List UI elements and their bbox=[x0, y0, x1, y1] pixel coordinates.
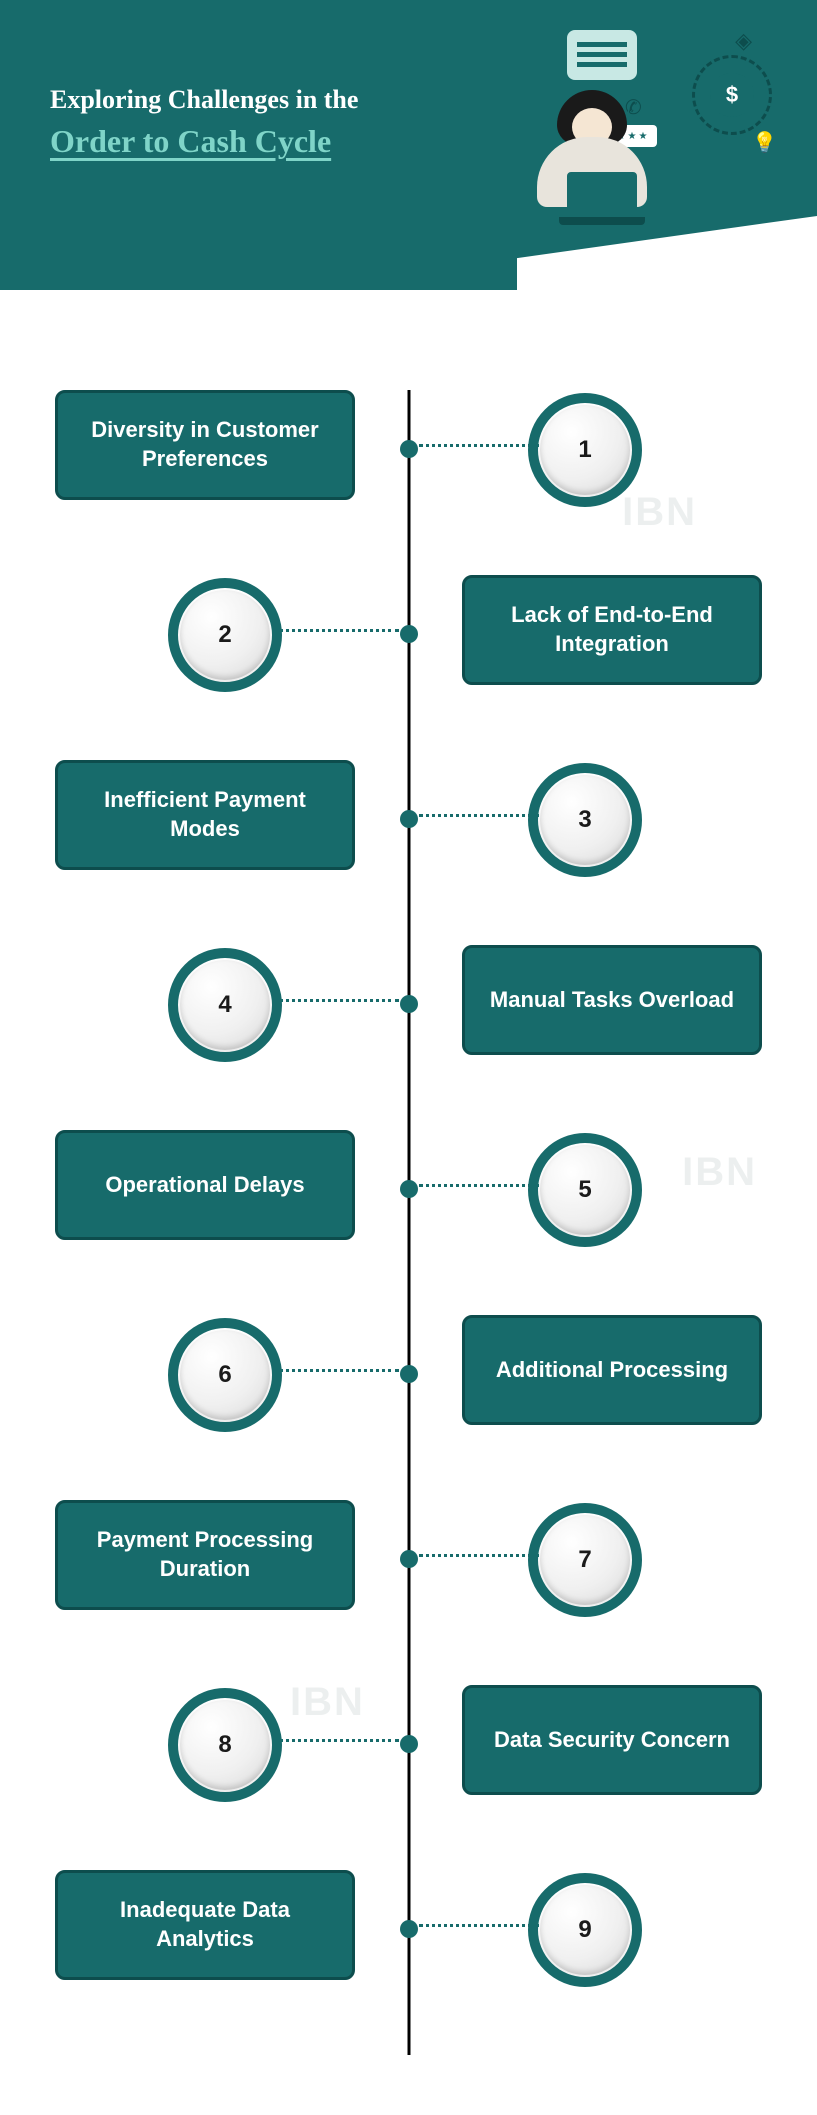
timeline-dot bbox=[400, 810, 418, 828]
challenge-label: Payment Processing Duration bbox=[78, 1526, 332, 1583]
challenge-label: Inadequate Data Analytics bbox=[78, 1896, 332, 1953]
challenge-card: Diversity in Customer Preferences bbox=[55, 390, 355, 500]
timeline-connector bbox=[419, 1554, 539, 1557]
challenge-label: Additional Processing bbox=[496, 1356, 728, 1385]
timeline-row: Diversity in Customer Preferences 1 bbox=[0, 390, 817, 550]
challenge-label: Diversity in Customer Preferences bbox=[78, 416, 332, 473]
number-circle: 4 bbox=[180, 960, 270, 1050]
timeline-connector bbox=[279, 629, 399, 632]
timeline-container: IBN IBN IBN Diversity in Customer Prefer… bbox=[0, 290, 817, 2115]
header-text-block: Exploring Challenges in the Order to Cas… bbox=[50, 85, 358, 160]
timeline-connector bbox=[419, 444, 539, 447]
timeline-row: Payment Processing Duration 7 bbox=[0, 1500, 817, 1660]
number-value: 1 bbox=[578, 436, 591, 464]
timeline-dot bbox=[400, 1365, 418, 1383]
number-circle: 3 bbox=[540, 775, 630, 865]
number-circle: 6 bbox=[180, 1330, 270, 1420]
challenge-card: Inadequate Data Analytics bbox=[55, 1870, 355, 1980]
timeline-dot bbox=[400, 995, 418, 1013]
person-illustration bbox=[557, 90, 647, 207]
timeline-connector bbox=[419, 1184, 539, 1187]
chat-bubble-icon bbox=[567, 30, 637, 80]
challenge-card: Operational Delays bbox=[55, 1130, 355, 1240]
cube-icon: ◈ bbox=[735, 28, 752, 54]
challenge-label: Manual Tasks Overload bbox=[490, 986, 734, 1015]
timeline-connector bbox=[279, 1369, 399, 1372]
challenge-card: Inefficient Payment Modes bbox=[55, 760, 355, 870]
timeline-row: Data Security Concern 8 bbox=[0, 1685, 817, 1845]
timeline-dot bbox=[400, 1735, 418, 1753]
number-value: 2 bbox=[218, 621, 231, 649]
timeline-dot bbox=[400, 440, 418, 458]
header-banner: Exploring Challenges in the Order to Cas… bbox=[0, 0, 817, 290]
number-value: 7 bbox=[578, 1546, 591, 1574]
challenge-card: Manual Tasks Overload bbox=[462, 945, 762, 1055]
lightbulb-icon: 💡 bbox=[752, 130, 777, 155]
header-title-line2: Order to Cash Cycle bbox=[50, 123, 358, 160]
number-circle: 7 bbox=[540, 1515, 630, 1605]
header-title-line1: Exploring Challenges in the bbox=[50, 85, 358, 115]
challenge-card: Additional Processing bbox=[462, 1315, 762, 1425]
timeline-row: Lack of End-to-End Integration 2 bbox=[0, 575, 817, 735]
challenge-label: Lack of End-to-End Integration bbox=[485, 601, 739, 658]
number-circle: 2 bbox=[180, 590, 270, 680]
challenge-label: Inefficient Payment Modes bbox=[78, 786, 332, 843]
challenge-card: Payment Processing Duration bbox=[55, 1500, 355, 1610]
timeline-dot bbox=[400, 1180, 418, 1198]
timeline-connector bbox=[279, 999, 399, 1002]
timeline-connector bbox=[279, 1739, 399, 1742]
number-circle: 5 bbox=[540, 1145, 630, 1235]
number-value: 4 bbox=[218, 991, 231, 1019]
number-value: 3 bbox=[578, 806, 591, 834]
number-value: 9 bbox=[578, 1916, 591, 1944]
gear-dollar-icon: $ bbox=[692, 55, 772, 135]
number-value: 8 bbox=[218, 1731, 231, 1759]
number-circle: 9 bbox=[540, 1885, 630, 1975]
challenge-card: Lack of End-to-End Integration bbox=[462, 575, 762, 685]
timeline-dot bbox=[400, 625, 418, 643]
timeline-dot bbox=[400, 1920, 418, 1938]
timeline-row: Inadequate Data Analytics 9 bbox=[0, 1870, 817, 2030]
timeline-row: Manual Tasks Overload 4 bbox=[0, 945, 817, 1105]
timeline-connector bbox=[419, 814, 539, 817]
number-value: 6 bbox=[218, 1361, 231, 1389]
challenge-card: Data Security Concern bbox=[462, 1685, 762, 1795]
laptop-icon bbox=[567, 172, 637, 217]
number-value: 5 bbox=[578, 1176, 591, 1204]
header-illustration: 35 ✆ ★★★★★ ◈ $ 💡 bbox=[487, 20, 787, 240]
timeline-row: Inefficient Payment Modes 3 bbox=[0, 760, 817, 920]
challenge-label: Data Security Concern bbox=[494, 1726, 730, 1755]
number-circle: 8 bbox=[180, 1700, 270, 1790]
timeline-row: Additional Processing 6 bbox=[0, 1315, 817, 1475]
timeline-row: Operational Delays 5 bbox=[0, 1130, 817, 1290]
number-circle: 1 bbox=[540, 405, 630, 495]
timeline-connector bbox=[419, 1924, 539, 1927]
challenge-label: Operational Delays bbox=[105, 1171, 304, 1200]
timeline-dot bbox=[400, 1550, 418, 1568]
